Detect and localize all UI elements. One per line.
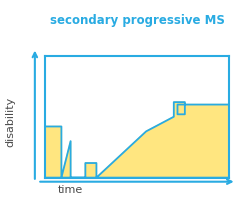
Text: secondary progressive MS: secondary progressive MS	[50, 14, 224, 27]
Text: disability: disability	[5, 96, 15, 146]
Polygon shape	[45, 103, 229, 178]
Text: time: time	[57, 184, 82, 194]
